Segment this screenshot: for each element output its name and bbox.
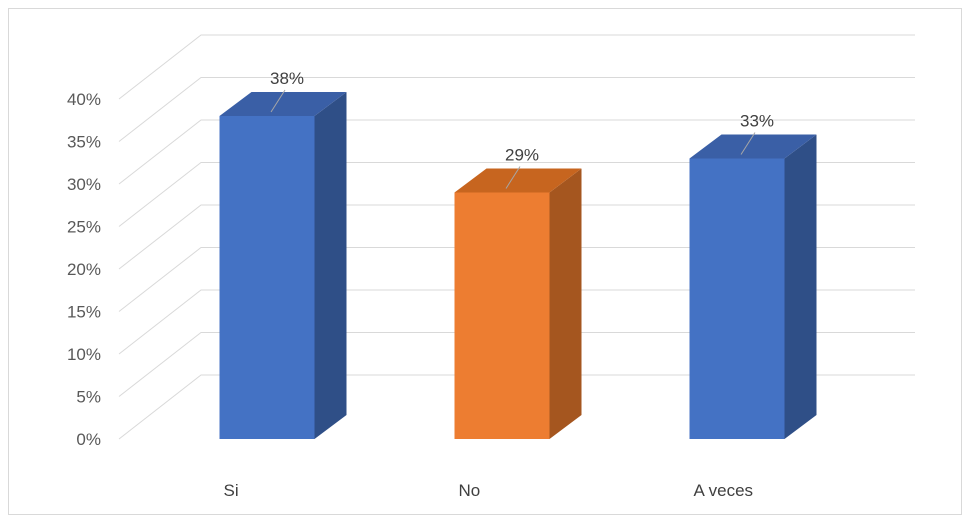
label-layer: 0% 5% 10% 15% 20% 25% 30% 35% 40% 38% Si 29% No 33% A … xyxy=(67,69,774,500)
data-label-leader xyxy=(505,166,521,189)
bar xyxy=(219,116,315,439)
gridline xyxy=(118,162,915,227)
y-tick-label: 0% xyxy=(76,430,101,449)
y-tick-label: 15% xyxy=(67,303,101,322)
gridline xyxy=(118,77,915,142)
gridline xyxy=(118,204,915,270)
bar-side xyxy=(784,134,817,439)
bar-top xyxy=(454,168,582,193)
bar-side xyxy=(549,168,582,439)
y-tick-label: 25% xyxy=(67,218,101,237)
gridline xyxy=(118,289,915,355)
y-tick-label: 20% xyxy=(67,260,101,279)
y-tick-label: 5% xyxy=(76,388,101,407)
y-tick-label: 40% xyxy=(67,90,101,109)
bar-layer xyxy=(219,92,817,439)
grid-layer xyxy=(118,34,915,440)
y-tick-label: 30% xyxy=(67,175,101,194)
x-category-label: Si xyxy=(224,481,239,500)
data-label: 33% xyxy=(740,112,774,131)
bar-top xyxy=(689,134,817,159)
gridline xyxy=(118,374,915,440)
chart-frame: 0% 5% 10% 15% 20% 25% 30% 35% 40% 38% Si 29% No 33% A … xyxy=(8,8,962,515)
gridline xyxy=(118,332,915,397)
bar-side xyxy=(314,92,347,439)
data-label: 29% xyxy=(505,146,539,165)
gridline xyxy=(118,247,915,312)
bar xyxy=(689,158,785,439)
x-category-label: No xyxy=(459,481,481,500)
bar-top xyxy=(219,92,347,116)
y-tick-label: 10% xyxy=(67,345,101,364)
gridline xyxy=(118,34,915,100)
bar xyxy=(454,192,550,439)
data-label: 38% xyxy=(270,69,304,88)
data-label-leader xyxy=(270,89,286,113)
bar-chart: 0% 5% 10% 15% 20% 25% 30% 35% 40% 38% Si 29% No 33% A … xyxy=(67,34,915,500)
x-category-label: A veces xyxy=(694,481,754,500)
gridline xyxy=(118,119,915,185)
y-tick-label: 35% xyxy=(67,133,101,152)
data-label-leader xyxy=(740,132,756,155)
